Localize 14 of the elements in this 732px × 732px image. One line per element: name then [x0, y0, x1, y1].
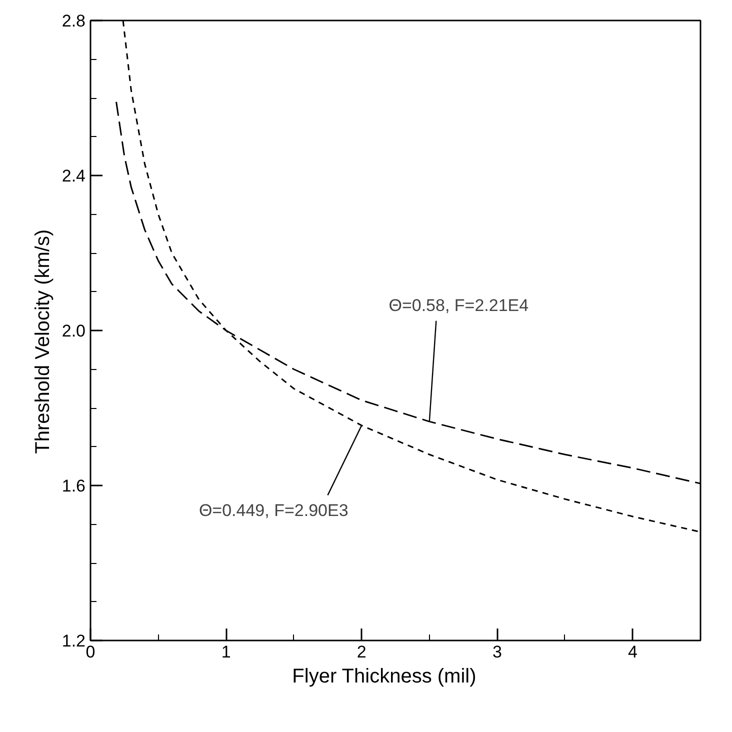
y-tick-label: 1.2: [62, 632, 86, 650]
x-tick-label: 1: [221, 642, 231, 662]
y-tick-label: 1.6: [62, 476, 86, 496]
x-tick-label: 0: [86, 642, 96, 662]
x-tick-label: 2: [356, 642, 366, 662]
annotation: Θ=0.58, F=2.21E4: [388, 296, 529, 315]
x-tick-label: 3: [492, 642, 502, 662]
y-axis-title: Threshold Velocity (km/s): [32, 229, 54, 454]
x-axis-title: Flyer Thickness (mil): [292, 666, 476, 688]
x-tick-label: 4: [628, 642, 638, 662]
y-tick-label: 2.4: [62, 166, 86, 186]
y-tick-label: 2.0: [62, 322, 86, 340]
annotation: Θ=0.449, F=2.90E3: [198, 501, 348, 520]
y-tick-label: 2.8: [62, 12, 86, 30]
